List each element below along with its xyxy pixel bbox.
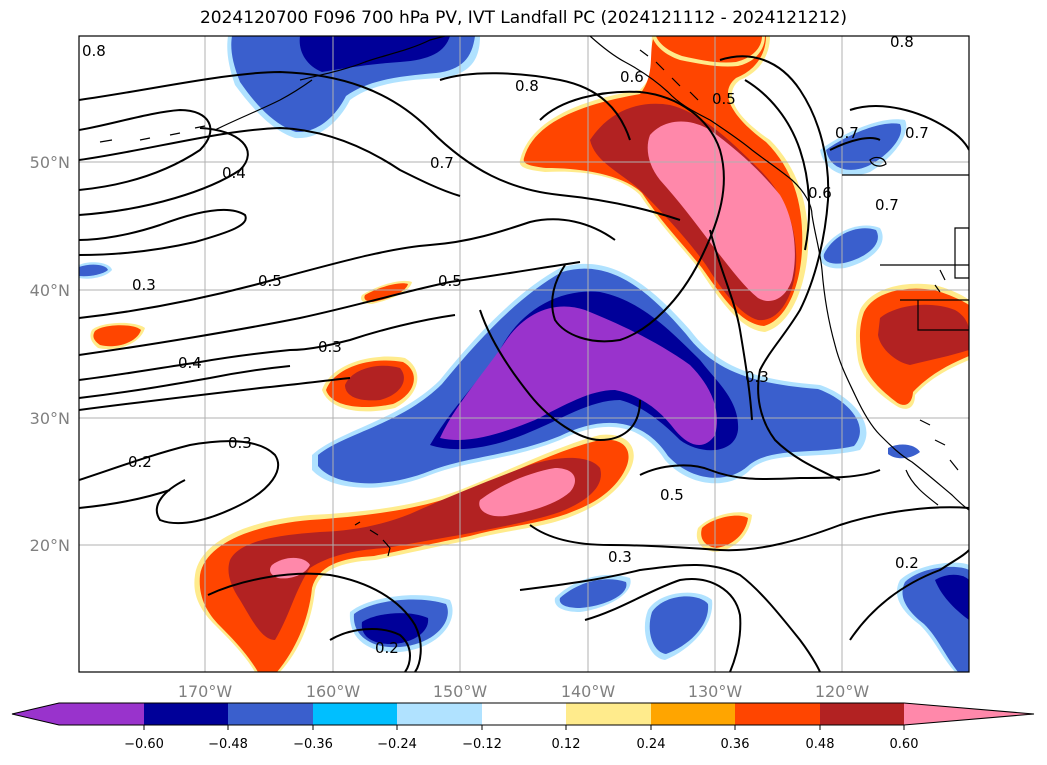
latitude-label: 40°N — [30, 281, 70, 300]
contour-label: 0.4 — [222, 164, 246, 182]
contour-label: 0.7 — [835, 124, 859, 142]
latitude-labels: 50°N 40°N 30°N 20°N — [30, 153, 70, 555]
colorbar-swatch — [397, 703, 482, 725]
coastlines — [99, 36, 969, 557]
colorbar-swatch — [59, 703, 144, 725]
contour-label: 0.6 — [808, 184, 832, 202]
longitude-label: 120°W — [815, 682, 870, 701]
contour-label: 0.2 — [375, 639, 399, 657]
contour-label: 0.2 — [128, 453, 152, 471]
contour-label: 0.7 — [905, 124, 929, 142]
contour-lines — [79, 55, 969, 672]
contour-label: 0.4 — [178, 354, 202, 372]
longitude-label: 150°W — [433, 682, 488, 701]
negative-field-small — [79, 119, 969, 672]
colorbar-tick-label: −0.48 — [208, 737, 248, 752]
latitude-label: 50°N — [30, 153, 70, 172]
colorbar-tick-label: 0.36 — [721, 737, 750, 752]
contour-label: 0.7 — [430, 154, 454, 172]
contour-label: 0.3 — [318, 338, 342, 356]
colorbar-outline — [11, 702, 1035, 726]
contour-label: 0.5 — [712, 90, 736, 108]
colorbar-tick-label: −0.24 — [377, 737, 417, 752]
colorbar-swatch — [651, 703, 735, 725]
colorbar-swatch — [144, 703, 228, 725]
contour-label: 0.5 — [660, 486, 684, 504]
colorbar-swatch — [313, 703, 397, 725]
colorbar-tick-label: 0.12 — [552, 737, 581, 752]
contour-label: 0.5 — [438, 272, 462, 290]
colorbar-ticks — [143, 725, 905, 730]
colorbar-tick-label: −0.12 — [462, 737, 502, 752]
contour-label: 0.3 — [608, 548, 632, 566]
contour-labels: 0.8 0.8 0.6 0.5 0.8 0.7 0.7 0.4 0.7 0.6 … — [82, 33, 929, 657]
graticule — [79, 36, 969, 672]
contour-label: 0.3 — [228, 434, 252, 452]
colorbar-swatch — [820, 703, 904, 725]
colorbar: −0.60 −0.48 −0.36 −0.24 −0.12 0.12 0.24 … — [11, 702, 1035, 752]
latitude-label: 30°N — [30, 409, 70, 428]
colorbar-tick-label: −0.36 — [293, 737, 333, 752]
latitude-label: 20°N — [30, 536, 70, 555]
colorbar-tick-label: −0.60 — [124, 737, 164, 752]
colorbar-tick-label: 0.24 — [637, 737, 666, 752]
negative-field-central — [312, 263, 867, 488]
contour-label: 0.8 — [82, 42, 106, 60]
longitude-label: 170°W — [178, 682, 233, 701]
longitude-labels: 170°W 160°W 150°W 140°W 130°W 120°W — [178, 682, 870, 701]
longitude-label: 140°W — [561, 682, 616, 701]
colorbar-swatch — [228, 703, 313, 725]
colorbar-max-arrow — [904, 703, 1034, 725]
colorbar-swatch — [482, 703, 566, 725]
longitude-label: 130°W — [688, 682, 743, 701]
colorbar-swatch — [735, 703, 820, 725]
positive-field-small — [90, 280, 969, 412]
contour-label: 0.3 — [132, 276, 156, 294]
map-title: 2024120700 F096 700 hPa PV, IVT Landfall… — [199, 8, 847, 28]
contour-label: 0.6 — [620, 68, 644, 86]
contour-label: 0.2 — [895, 554, 919, 572]
contour-label: 0.7 — [875, 196, 899, 214]
map-area: 0.8 0.8 0.6 0.5 0.8 0.7 0.7 0.4 0.7 0.6 … — [79, 33, 969, 672]
colorbar-tick-label: 0.48 — [806, 737, 835, 752]
colorbar-swatch — [566, 703, 651, 725]
colorbar-tick-label: 0.60 — [890, 737, 919, 752]
map-frame — [78, 35, 970, 673]
contour-label: 0.3 — [745, 368, 769, 386]
positive-field-northeast — [519, 36, 809, 332]
contour-label: 0.8 — [515, 77, 539, 95]
contour-label: 0.8 — [890, 33, 914, 51]
colorbar-min-arrow — [12, 703, 59, 725]
contour-label: 0.5 — [258, 272, 282, 290]
positive-field-subtropical — [194, 434, 752, 672]
longitude-label: 160°W — [306, 682, 361, 701]
